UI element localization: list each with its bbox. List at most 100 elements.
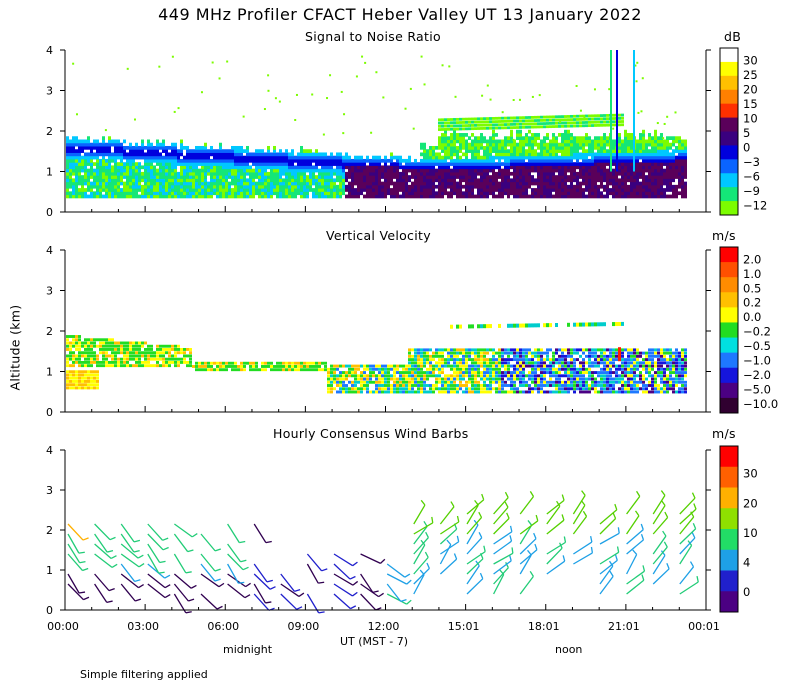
vv-cell <box>312 368 315 372</box>
snr-cell <box>573 139 576 144</box>
snr-cell <box>486 152 489 157</box>
snr-cell <box>480 117 483 121</box>
snr-cell <box>510 126 513 130</box>
vv-cell <box>402 384 405 387</box>
snr-cell <box>177 184 180 189</box>
snr-cell <box>417 168 420 173</box>
vv-cell <box>90 380 93 383</box>
vv-cell <box>516 323 519 328</box>
snr-cell <box>540 139 543 144</box>
snr-cell <box>231 155 234 160</box>
snr-cell <box>492 123 495 127</box>
vv-cell <box>99 351 102 355</box>
snr-cell <box>678 168 681 173</box>
vv-cell <box>438 348 441 352</box>
vv-cell <box>189 351 192 355</box>
snr-cell <box>123 181 126 186</box>
vv-cell <box>555 367 558 371</box>
snr-cell <box>84 139 87 144</box>
snr-cell <box>435 168 438 173</box>
snr-cell <box>162 165 165 170</box>
snr-cell <box>72 178 75 183</box>
vv-cell <box>507 354 510 358</box>
snr-cell <box>525 171 528 176</box>
snr-cell <box>378 158 381 163</box>
snr-cell <box>111 171 114 176</box>
snr-cell <box>222 175 225 179</box>
snr-cell <box>597 145 600 150</box>
snr-cell <box>450 181 453 186</box>
snr-cell <box>639 133 642 137</box>
snr-cell <box>99 162 102 166</box>
vv-cell <box>90 344 93 348</box>
vv-cell <box>486 351 489 355</box>
vv-cell <box>402 364 405 368</box>
snr-cell <box>558 118 561 122</box>
snr-cell <box>585 171 588 176</box>
snr-cell <box>648 165 651 170</box>
vv-cell <box>447 390 450 394</box>
snr-cell <box>567 191 570 196</box>
snr-cell <box>81 149 84 153</box>
snr-cell <box>579 117 582 121</box>
snr-cell <box>618 149 621 153</box>
snr-cell <box>102 149 105 153</box>
vv-cell <box>465 358 468 362</box>
snr-cell <box>597 165 600 170</box>
vv-cell <box>144 357 147 361</box>
snr-cell <box>456 181 459 186</box>
snr-cell <box>78 149 81 153</box>
snr-cell <box>162 145 165 150</box>
snr-cell <box>204 149 207 153</box>
snr-cell <box>303 149 306 153</box>
snr-cell <box>399 162 402 166</box>
snr-cell <box>249 178 252 183</box>
vv-cell <box>84 370 87 374</box>
snr-cell <box>420 168 423 173</box>
snr-cell <box>417 184 420 189</box>
vv-cell <box>531 371 534 374</box>
snr-cell <box>90 191 93 196</box>
snr-cell <box>72 142 75 147</box>
vv-cell <box>462 377 465 381</box>
snr-cell <box>369 191 372 196</box>
snr-cell <box>90 184 93 189</box>
snr-cell <box>414 194 417 199</box>
vv-cell <box>108 360 111 364</box>
vv-cell <box>543 377 546 381</box>
snr-cell <box>594 117 597 121</box>
vv-cell <box>489 374 492 378</box>
snr-cell <box>624 181 627 186</box>
vv-cell <box>225 368 228 372</box>
snr-cell <box>399 181 402 186</box>
snr-cell <box>504 123 507 126</box>
vv-cell <box>342 384 345 387</box>
snr-cell <box>108 175 111 179</box>
snr-cell <box>72 191 75 196</box>
vv-cell <box>507 351 510 355</box>
snr-cell <box>84 188 87 192</box>
vv-cell <box>453 361 456 365</box>
vv-cell <box>333 380 336 384</box>
snr-cell <box>459 136 462 141</box>
snr-cell <box>558 121 561 125</box>
snr-cell <box>138 149 141 153</box>
snr-speck <box>663 122 666 125</box>
snr-cell <box>285 184 288 189</box>
snr-cell <box>621 168 624 173</box>
vv-cell <box>99 364 102 368</box>
snr-cell <box>90 145 93 150</box>
snr-cell <box>129 168 132 173</box>
snr-cell <box>606 149 609 153</box>
vv-cell <box>405 364 408 368</box>
snr-cell <box>153 149 156 153</box>
vv-cell <box>156 344 159 348</box>
snr-cell <box>363 184 366 189</box>
snr-cell <box>69 145 72 150</box>
snr-cell <box>450 171 453 176</box>
snr-cell <box>117 142 120 147</box>
snr-cell <box>432 188 435 192</box>
snr-cell <box>459 121 462 124</box>
snr-speck <box>375 71 378 74</box>
vv-cell <box>84 360 87 364</box>
